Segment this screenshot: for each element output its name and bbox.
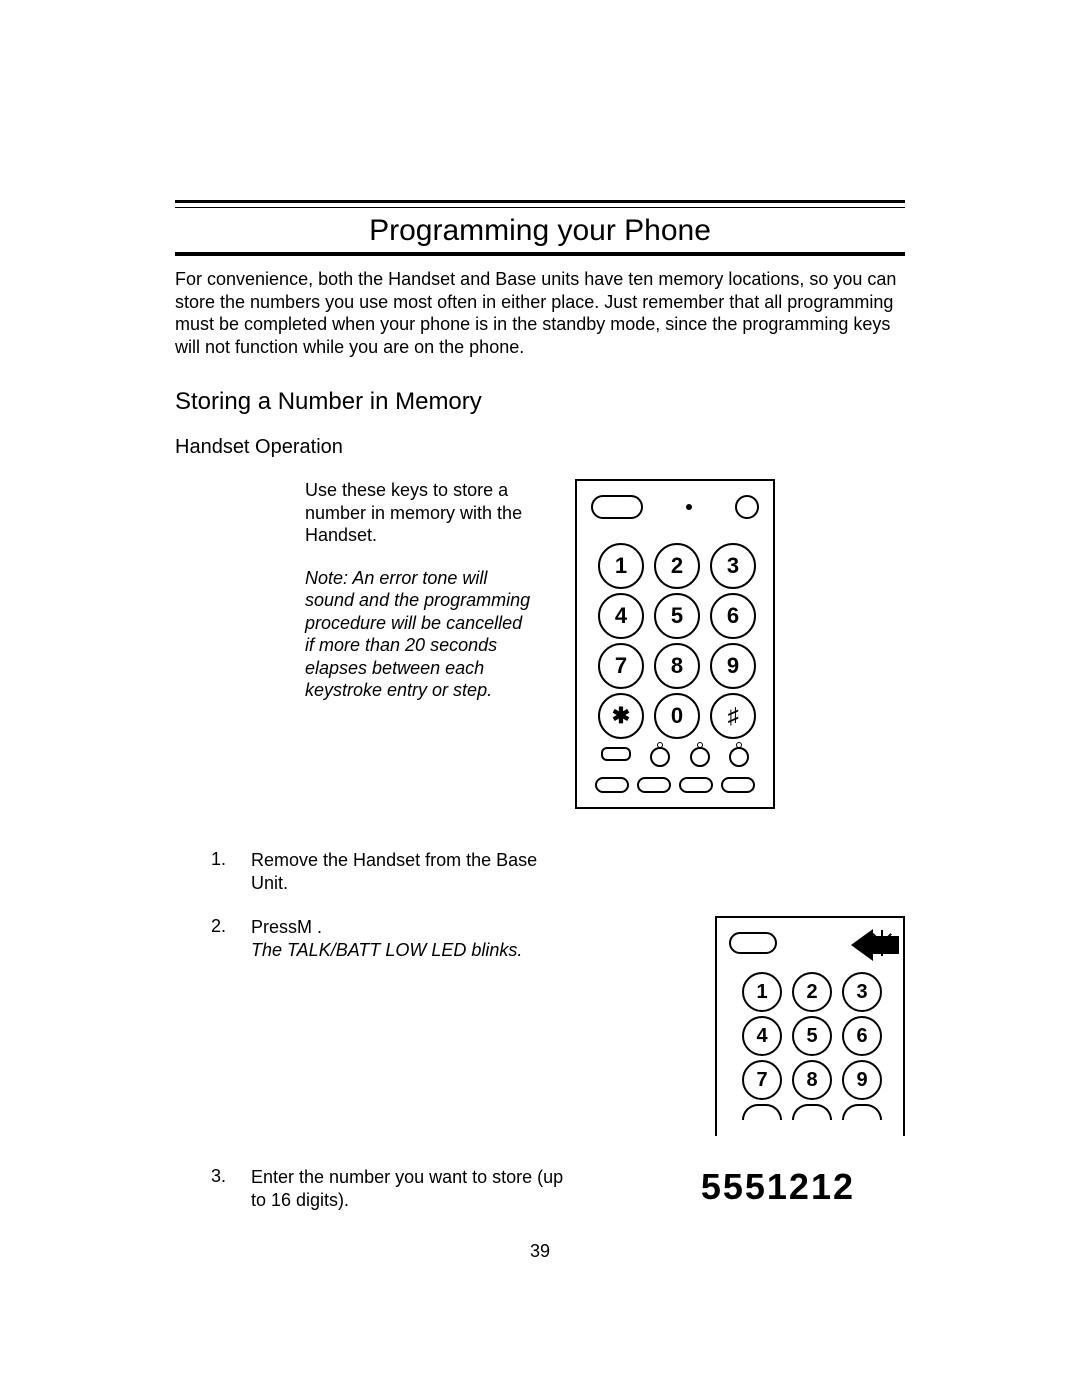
key-3: 3 xyxy=(710,543,756,589)
bottom-rule-thick xyxy=(175,253,905,256)
step-number: 3. xyxy=(211,1166,251,1187)
top-rule-thin xyxy=(175,207,905,208)
keypad2-grid: 1 2 3 4 5 6 7 8 9 xyxy=(742,972,878,1096)
handset-instructions: Use these keys to store a number in memo… xyxy=(305,479,535,702)
ring-icon xyxy=(735,495,759,519)
oval-icon xyxy=(721,777,755,793)
keypad-grid: 1 2 3 4 5 6 7 8 9 ✱ 0 ♯ xyxy=(598,543,752,735)
key-4: 4 xyxy=(598,593,644,639)
section-heading: Storing a Number in Memory xyxy=(175,388,905,416)
step-2-line2: The TALK/BATT LOW LED blinks. xyxy=(251,940,522,960)
key-pound: ♯ xyxy=(710,693,756,739)
step-text: Enter the number you want to store (up t… xyxy=(251,1166,571,1211)
oval-icon xyxy=(595,777,629,793)
key-9: 9 xyxy=(710,643,756,689)
key-7: 7 xyxy=(742,1060,782,1100)
key-2: 2 xyxy=(792,972,832,1012)
manual-page: Programming your Phone For convenience, … xyxy=(175,200,905,1262)
knob-icon xyxy=(729,747,749,767)
bottom-row xyxy=(591,777,759,793)
key-star: ✱ xyxy=(598,693,644,739)
instruction-text: Use these keys to store a number in memo… xyxy=(305,479,535,547)
step-2-line1: PressM . xyxy=(251,917,322,937)
key-3: 3 xyxy=(842,972,882,1012)
page-number: 39 xyxy=(175,1241,905,1262)
pointer-arrow-icon xyxy=(873,936,899,954)
key-8: 8 xyxy=(792,1060,832,1100)
key-4: 4 xyxy=(742,1016,782,1056)
example-number: 5551212 xyxy=(701,1166,855,1208)
key-2: 2 xyxy=(654,543,700,589)
subsection-heading: Handset Operation xyxy=(175,436,905,459)
oval-icon xyxy=(637,777,671,793)
steps-list: 1. Remove the Handset from the Base Unit… xyxy=(175,849,905,1211)
intro-paragraph: For convenience, both the Handset and Ba… xyxy=(175,268,905,358)
key-5: 5 xyxy=(792,1016,832,1056)
key-0: 0 xyxy=(654,693,700,739)
half-key-icon xyxy=(742,1104,782,1120)
pill-icon xyxy=(601,747,631,761)
handset-diagram-section: Use these keys to store a number in memo… xyxy=(175,479,905,809)
key-9: 9 xyxy=(842,1060,882,1100)
oval-icon xyxy=(679,777,713,793)
led-dot-icon xyxy=(686,504,692,510)
key-7: 7 xyxy=(598,643,644,689)
step-text: PressM . The TALK/BATT LOW LED blinks. xyxy=(251,916,571,961)
partial-row xyxy=(742,1104,878,1120)
step-1: 1. Remove the Handset from the Base Unit… xyxy=(175,849,905,894)
page-title: Programming your Phone xyxy=(175,214,905,248)
key-5: 5 xyxy=(654,593,700,639)
knob-icon xyxy=(690,747,710,767)
handset2-wrap: 1 2 3 4 5 6 7 8 9 xyxy=(715,916,905,1136)
key-6: 6 xyxy=(710,593,756,639)
handset-top-row xyxy=(591,495,759,519)
key-1: 1 xyxy=(742,972,782,1012)
key-1: 1 xyxy=(598,543,644,589)
function-row xyxy=(591,747,759,767)
step-3: 3. Enter the number you want to store (u… xyxy=(175,1166,905,1211)
handset-diagram-2: 1 2 3 4 5 6 7 8 9 xyxy=(715,916,905,1136)
top-rule-thick xyxy=(175,200,905,203)
speaker-slot-icon xyxy=(591,495,643,519)
step-2: 2. PressM . The TALK/BATT LOW LED blinks… xyxy=(175,916,905,1136)
key-6: 6 xyxy=(842,1016,882,1056)
step-number: 1. xyxy=(211,849,251,870)
speaker-slot-icon xyxy=(729,932,777,954)
handset2-top-row xyxy=(729,932,891,954)
step-number: 2. xyxy=(211,916,251,937)
key-8: 8 xyxy=(654,643,700,689)
step-text: Remove the Handset from the Base Unit. xyxy=(251,849,571,894)
note-text: Note: An error tone will sound and the p… xyxy=(305,567,535,702)
knob-icon xyxy=(650,747,670,767)
handset-diagram: 1 2 3 4 5 6 7 8 9 ✱ 0 ♯ xyxy=(575,479,775,809)
half-key-icon xyxy=(842,1104,882,1120)
half-key-icon xyxy=(792,1104,832,1120)
